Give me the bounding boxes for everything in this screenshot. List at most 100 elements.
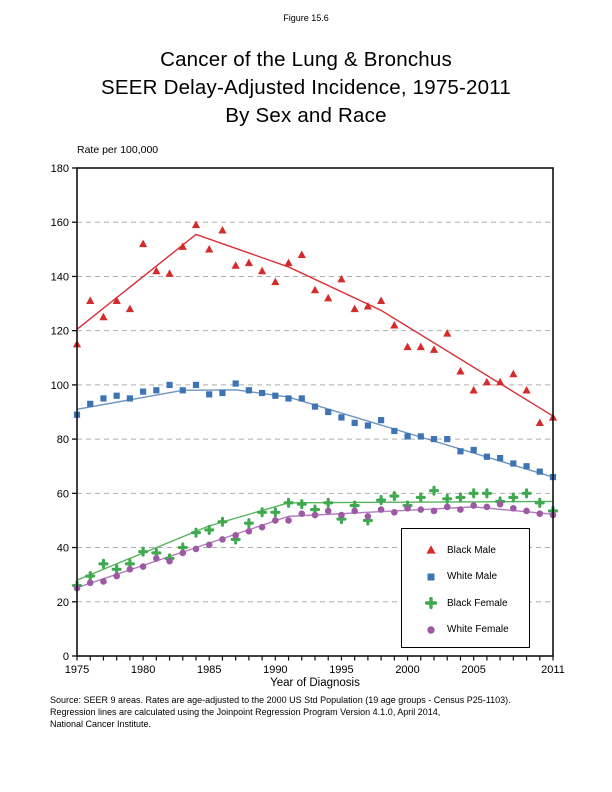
marker-white-female xyxy=(258,523,266,531)
chart-title-line2: SEER Delay-Adjusted Incidence, 1975-2011 xyxy=(101,76,511,99)
marker-white-female xyxy=(391,509,398,516)
marker-white-male xyxy=(87,400,94,407)
y-tick-label: 140 xyxy=(51,271,69,283)
marker-white-female xyxy=(338,511,345,519)
marker-white-male xyxy=(206,391,213,398)
marker-black-female xyxy=(442,493,453,504)
marker-black-female xyxy=(190,527,202,538)
marker-white-female xyxy=(496,500,504,508)
marker-black-female xyxy=(217,516,228,527)
trend-line-white-male xyxy=(76,389,554,478)
legend-label-white-female: White Female xyxy=(447,624,509,636)
marker-white-female xyxy=(179,549,187,557)
marker-black-female xyxy=(534,497,545,508)
figure-label: Figure 15.6 xyxy=(283,13,329,23)
marker-black-male xyxy=(416,342,425,351)
marker-white-male xyxy=(153,387,160,394)
marker-black-male xyxy=(231,261,240,269)
marker-white-male xyxy=(364,422,371,429)
marker-white-female xyxy=(470,502,477,509)
x-tick-label: 2011 xyxy=(541,664,565,676)
legend-label-black-female: Black Female xyxy=(447,597,508,609)
y-tick-label: 180 xyxy=(51,163,69,175)
marker-white-male xyxy=(166,381,173,388)
triangle-marker-icon xyxy=(426,545,436,554)
marker-white-male xyxy=(523,463,530,470)
x-tick-label: 1995 xyxy=(329,664,353,676)
marker-white-female xyxy=(404,504,411,512)
marker-white-male xyxy=(259,389,266,397)
marker-black-male xyxy=(191,220,201,229)
marker-white-male xyxy=(100,395,107,402)
marker-white-male xyxy=(272,392,279,399)
marker-white-female xyxy=(126,565,134,573)
marker-black-female xyxy=(468,488,479,499)
y-tick-label: 100 xyxy=(51,380,69,392)
marker-black-male xyxy=(125,304,134,313)
marker-black-female xyxy=(389,490,400,502)
marker-white-male xyxy=(298,395,305,402)
marker-black-female xyxy=(455,492,466,503)
marker-black-male xyxy=(496,377,505,386)
marker-white-female xyxy=(232,532,239,539)
marker-black-male xyxy=(165,269,174,277)
marker-white-female xyxy=(285,517,292,524)
marker-black-male xyxy=(112,296,121,305)
marker-white-male xyxy=(483,453,490,460)
marker-black-male xyxy=(244,258,253,267)
marker-white-male xyxy=(378,417,385,424)
marker-black-male xyxy=(139,239,148,248)
legend-item-white-female: White Female xyxy=(402,617,529,644)
legend-item-white-male: White Male xyxy=(402,564,529,591)
marker-white-male xyxy=(470,446,477,454)
marker-white-female xyxy=(483,503,491,511)
marker-white-male xyxy=(285,395,292,402)
marker-white-female xyxy=(298,510,306,517)
marker-white-male xyxy=(140,388,147,395)
marker-white-male xyxy=(325,408,332,416)
marker-white-male xyxy=(179,387,186,394)
marker-black-female xyxy=(270,507,281,518)
marker-black-female xyxy=(296,499,307,510)
x-tick-label: 2000 xyxy=(395,664,419,676)
marker-white-female xyxy=(417,506,425,513)
marker-black-female xyxy=(481,488,492,499)
marker-white-female xyxy=(311,511,319,519)
marker-black-male xyxy=(297,250,306,258)
marker-black-male xyxy=(324,293,333,302)
marker-black-male xyxy=(258,266,267,275)
marker-black-female xyxy=(138,546,149,557)
marker-black-male xyxy=(509,369,518,378)
source-note: Source: SEER 9 areas. Rates are age-adju… xyxy=(50,694,511,730)
marker-black-male xyxy=(284,258,293,267)
circle-marker-icon xyxy=(427,626,435,634)
marker-black-male xyxy=(456,367,465,375)
marker-white-female xyxy=(219,536,226,543)
marker-black-female xyxy=(257,507,268,518)
y-axis-unit-label: Rate per 100,000 xyxy=(77,144,159,156)
chart-legend: Black Male White Male Black Female White… xyxy=(401,528,530,648)
marker-white-male xyxy=(232,380,239,387)
marker-black-male xyxy=(310,285,320,294)
marker-black-male xyxy=(377,296,386,305)
marker-black-male xyxy=(337,274,346,283)
marker-white-male xyxy=(219,389,226,397)
marker-white-female xyxy=(510,504,517,512)
marker-black-female xyxy=(111,564,122,575)
legend-plus xyxy=(424,597,438,610)
marker-black-female xyxy=(85,570,96,582)
marker-white-male xyxy=(497,454,504,462)
marker-white-female xyxy=(457,506,464,513)
marker-white-male xyxy=(444,436,451,443)
marker-black-male xyxy=(363,301,372,310)
source-line2: Regression lines are calculated using th… xyxy=(50,707,441,717)
marker-white-female xyxy=(430,507,438,515)
legend-item-black-female: Black Female xyxy=(402,590,529,617)
marker-white-male xyxy=(536,468,543,475)
chart-title: Cancer of the Lung & Bronchus SEER Delay… xyxy=(0,46,612,130)
source-line3: National Cancer Institute. xyxy=(50,719,152,729)
marker-black-male xyxy=(443,329,452,337)
marker-white-male xyxy=(351,419,358,426)
